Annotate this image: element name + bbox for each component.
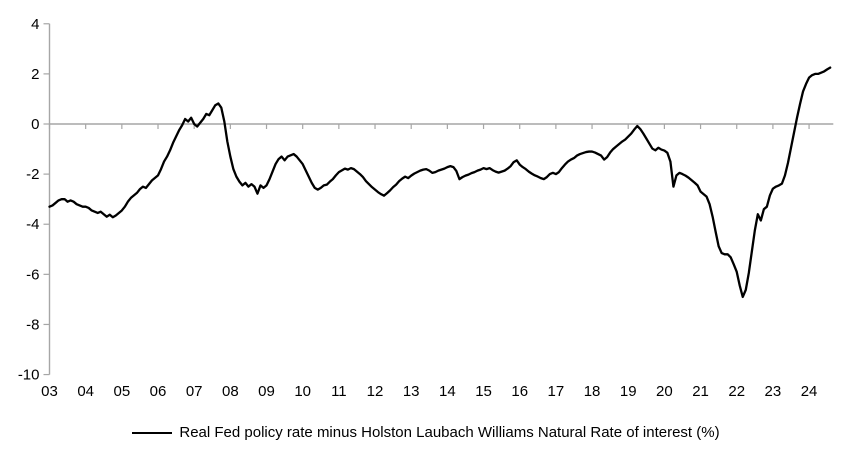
y-tick-label: -10: [18, 367, 40, 384]
legend-line-swatch: [132, 431, 173, 434]
x-tick-label: 23: [765, 383, 782, 400]
x-tick-label: 20: [656, 383, 673, 400]
legend-label: Real Fed policy rate minus Holston Lauba…: [179, 424, 720, 441]
y-tick-label: -2: [26, 166, 39, 183]
x-tick-label: 09: [258, 383, 275, 400]
x-tick-label: 05: [113, 383, 130, 400]
y-tick-label: -4: [26, 216, 39, 233]
x-tick-label: 17: [548, 383, 565, 400]
x-tick-label: 11: [331, 383, 347, 400]
y-tick-label: -6: [26, 266, 39, 283]
y-tick-label: -8: [26, 316, 39, 333]
x-tick-label: 06: [150, 383, 167, 400]
y-tick-label: 4: [31, 16, 39, 33]
y-tick-label: 2: [31, 66, 39, 83]
series-line: [48, 66, 832, 299]
x-tick-label: 03: [41, 383, 58, 400]
x-tick-label: 22: [728, 383, 745, 400]
x-tick-label: 16: [511, 383, 528, 400]
x-tick-label: 10: [294, 383, 311, 400]
x-tick-label: 12: [367, 383, 384, 400]
x-tick-label: 24: [801, 383, 818, 400]
x-tick-label: 08: [222, 383, 239, 400]
x-tick-label: 07: [186, 383, 203, 400]
x-tick-label: 15: [475, 383, 492, 400]
x-tick-label: 18: [584, 383, 601, 400]
x-tick-label: 21: [692, 383, 709, 400]
legend: Real Fed policy rate minus Holston Lauba…: [0, 424, 852, 441]
x-tick-label: 14: [439, 383, 456, 400]
y-tick-label: 0: [31, 116, 39, 133]
chart-canvas: 03 04 05 06 07 08 09 10 11 12 13 14 15 16 17 18 19 20 21 22…: [18, 16, 834, 400]
x-tick-label: 13: [403, 383, 420, 400]
x-tick-label: 04: [77, 383, 94, 400]
x-tick-label: 19: [620, 383, 637, 400]
